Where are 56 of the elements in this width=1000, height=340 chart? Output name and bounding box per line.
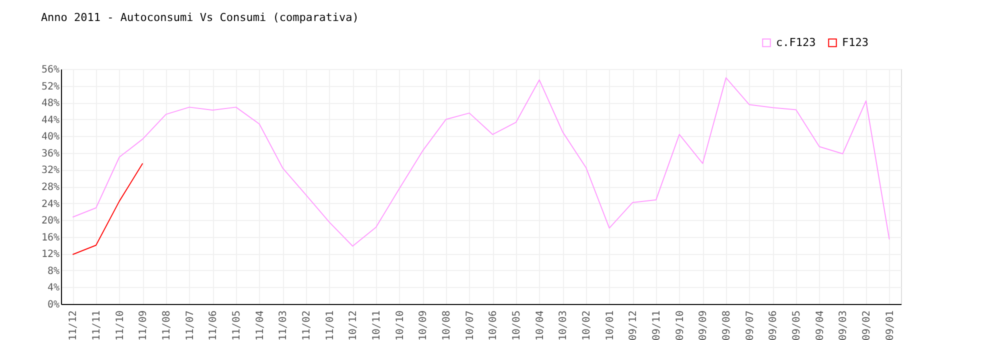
x-tick-label: 11/11 — [92, 310, 102, 340]
x-tick-label: 09/02 — [862, 310, 872, 340]
x-tick-label: 11/07 — [184, 310, 196, 340]
x-tick-label: 10/09 — [418, 310, 430, 340]
x-tick-label: 09/07 — [744, 310, 756, 340]
x-tick-label: 09/12 — [628, 310, 640, 340]
line-series — [72, 77, 890, 247]
y-tick-label: 12% — [41, 249, 60, 260]
x-tick-label: 10/10 — [394, 310, 406, 340]
x-tick-label: 10/12 — [348, 310, 360, 340]
y-tick-label: 44% — [41, 114, 60, 126]
x-tick-label: 10/11 — [372, 310, 382, 340]
x-tick-label: 09/03 — [838, 310, 850, 340]
x-tick-label: 11/05 — [232, 310, 242, 340]
y-tick-label: 56% — [41, 64, 60, 76]
legend-label: F123 — [842, 36, 868, 49]
x-tick-label: 10/06 — [488, 310, 500, 340]
y-tick-label: 36% — [41, 148, 60, 160]
x-tick-label: 11/04 — [254, 310, 266, 340]
x-tick-label: 10/07 — [464, 310, 476, 340]
y-tick-label: 16% — [41, 232, 60, 244]
y-tick-label: 40% — [41, 132, 60, 143]
x-tick-label: 11/06 — [208, 310, 220, 340]
x-tick-label: 11/02 — [302, 310, 312, 340]
x-tick-label: 10/05 — [512, 310, 522, 340]
y-tick-label: 8% — [47, 266, 60, 277]
x-tick-label: 09/09 — [698, 310, 710, 340]
x-tick-label: 11/10 — [114, 310, 126, 340]
x-tick-label: 09/10 — [674, 310, 686, 340]
line-series — [72, 162, 144, 255]
x-tick-label: 10/08 — [442, 310, 452, 340]
x-tick-label: 09/05 — [792, 310, 802, 340]
x-tick-label: 09/08 — [722, 310, 732, 340]
x-tick-label: 09/01 — [884, 310, 896, 340]
y-tick-label: 0% — [47, 300, 60, 310]
y-tick-label: 48% — [41, 98, 60, 110]
x-tick-label: 11/01 — [324, 310, 336, 340]
x-tick-label: 11/09 — [138, 310, 150, 340]
x-tick-label: 09/06 — [768, 310, 780, 340]
legend-label: c.F123 — [776, 36, 816, 49]
x-tick-label: 10/02 — [582, 310, 592, 340]
x-tick-label: 10/04 — [534, 310, 546, 340]
x-tick-label: 11/03 — [278, 310, 290, 340]
y-tick-label: 24% — [41, 198, 60, 210]
y-tick-label: 20% — [41, 216, 60, 227]
y-tick-label: 32% — [41, 165, 60, 176]
x-tick-label: 09/11 — [652, 310, 662, 340]
x-tick-label: 11/08 — [162, 310, 172, 340]
chart-title: Anno 2011 - Autoconsumi Vs Consumi (comparativa) — [40, 11, 359, 24]
x-tick-label: 10/03 — [558, 310, 570, 340]
y-tick-label: 4% — [47, 282, 60, 294]
y-tick-label: 52% — [41, 81, 60, 92]
x-tick-label: 09/04 — [814, 310, 826, 340]
x-tick-label: 11/12 — [68, 310, 80, 340]
y-tick-label: 28% — [41, 182, 60, 193]
x-tick-label: 10/01 — [604, 310, 616, 340]
